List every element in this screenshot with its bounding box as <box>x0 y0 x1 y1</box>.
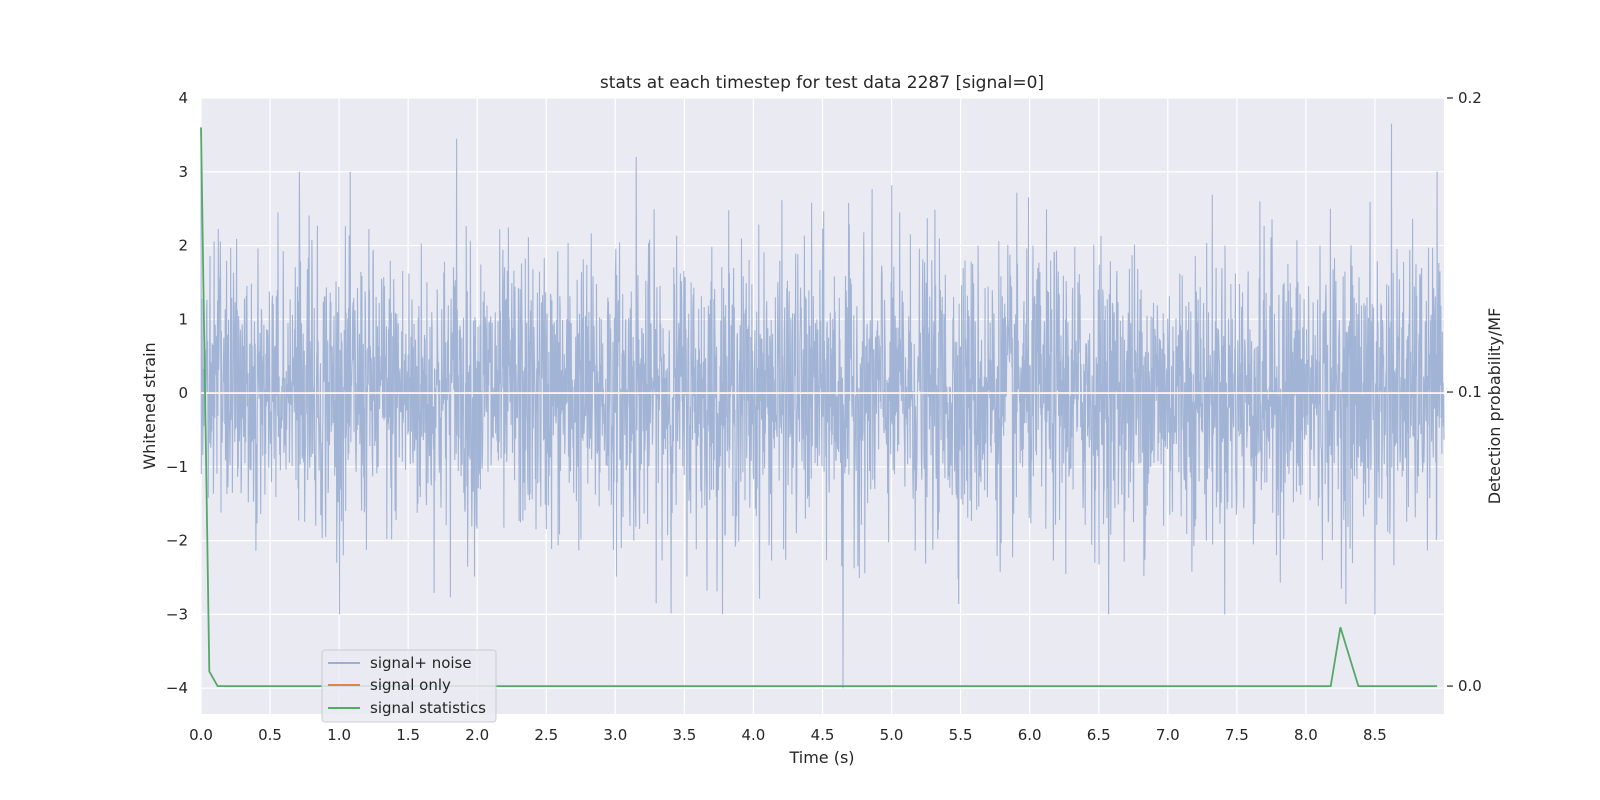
x-tick-label: 3.0 <box>603 726 627 744</box>
y2-tick-label: 0.1 <box>1458 383 1482 401</box>
y-tick-label: 2 <box>178 237 188 255</box>
y2-tick-label: 0.2 <box>1458 89 1482 107</box>
x-tick-label: 6.0 <box>1018 726 1042 744</box>
y-tick-label: 0 <box>178 384 188 402</box>
y-axis-label: Whitened strain <box>140 342 159 469</box>
x-tick-label: 1.0 <box>327 726 351 744</box>
legend: signal+ noise signal only signal statist… <box>321 649 497 723</box>
y-tick-label: −2 <box>166 532 188 550</box>
x-tick-label: 0.0 <box>189 726 213 744</box>
legend-label-signal-statistics: signal statistics <box>370 699 486 717</box>
legend-box <box>321 649 497 723</box>
legend-label-signal-only: signal only <box>370 676 451 694</box>
x-tick-label: 4.5 <box>811 726 835 744</box>
x-axis-label: Time (s) <box>788 748 854 767</box>
signal-statistics-line <box>200 127 1438 687</box>
chart-title: stats at each timestep for test data 228… <box>600 73 1044 93</box>
y-tick-label: 4 <box>178 89 188 107</box>
y-tick-label: 1 <box>178 310 188 328</box>
noise-series <box>200 123 1445 689</box>
y-tick-label: 3 <box>178 163 188 181</box>
y-tick-label: −4 <box>166 679 188 697</box>
x-tick-label: 5.0 <box>880 726 904 744</box>
y-tick-label: −1 <box>166 458 188 476</box>
x-tick-label: 8.0 <box>1294 726 1318 744</box>
legend-label-noise: signal+ noise <box>370 654 472 672</box>
x-tick-label: 2.0 <box>465 726 489 744</box>
x-tick-label: 2.5 <box>534 726 558 744</box>
y2-tick-label: 0.0 <box>1458 677 1482 695</box>
x-tick-label: 4.0 <box>742 726 766 744</box>
tick-labels: 0.0 0.5 1.0 1.5 2.0 2.5 3.0 3.5 4.0 4.5 5.0 5.5 6.0 6… <box>166 89 1482 744</box>
x-tick-label: 8.5 <box>1363 726 1387 744</box>
x-tick-label: 6.5 <box>1087 726 1111 744</box>
x-tick-label: 1.5 <box>396 726 420 744</box>
x-tick-label: 3.5 <box>672 726 696 744</box>
noise-line <box>200 123 1445 689</box>
signal-statistics-series <box>200 127 1438 687</box>
x-tick-label: 0.5 <box>258 726 282 744</box>
y-tick-label: −3 <box>166 605 188 623</box>
x-tick-label: 7.0 <box>1156 726 1180 744</box>
x-tick-label: 7.5 <box>1225 726 1249 744</box>
y2-axis-label: Detection probability/MF <box>1485 308 1504 505</box>
x-tick-label: 5.5 <box>949 726 973 744</box>
